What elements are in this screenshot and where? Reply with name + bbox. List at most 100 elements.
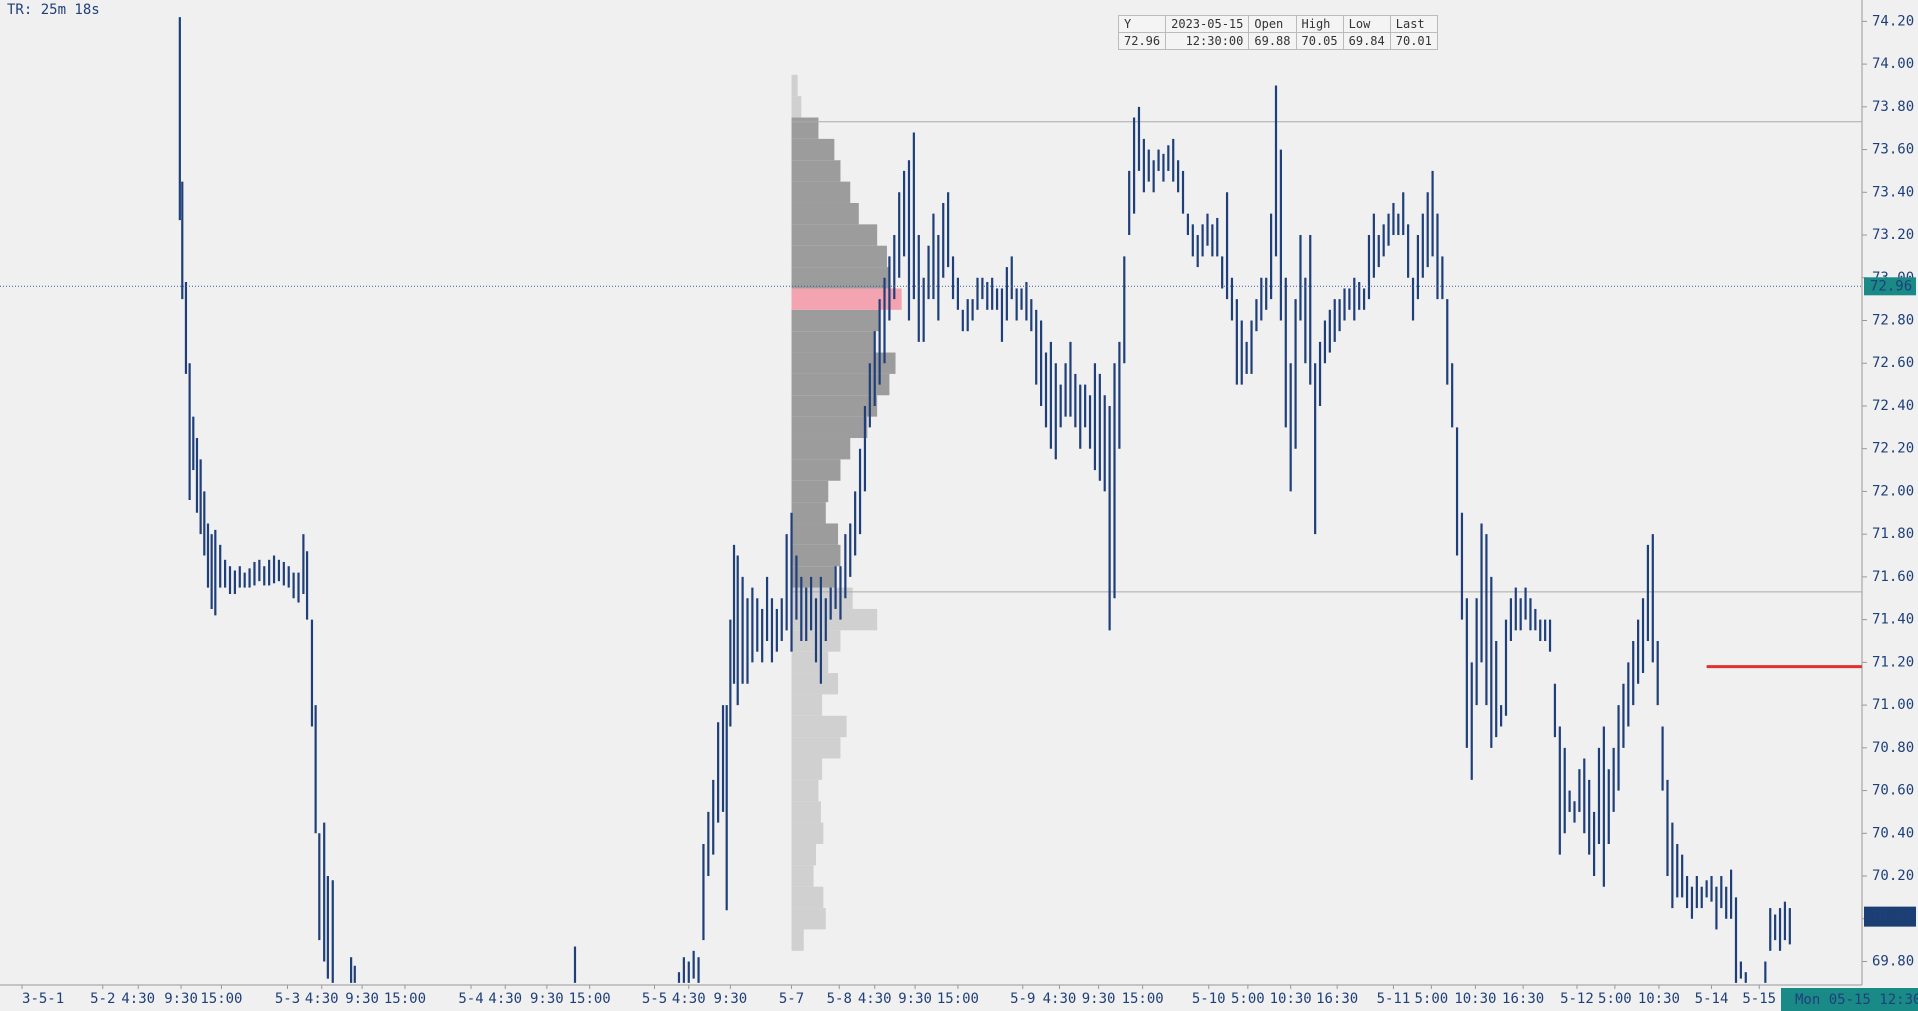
profile-bar (791, 160, 841, 182)
profile-bar (791, 843, 817, 866)
x-tick-label: 5:00 (1415, 991, 1449, 1007)
y-tick-label: 70.40 (1872, 825, 1914, 841)
profile-bar (791, 737, 841, 759)
profile-bar (791, 438, 851, 460)
info-cell: 12:30:00 (1165, 32, 1250, 50)
x-tick-label: 4:30 (121, 991, 155, 1007)
x-tick-label: 9:30 (345, 991, 379, 1007)
x-tick-label: 15:00 (569, 991, 611, 1007)
profile-bar (791, 694, 823, 716)
time-label: Mon 05-15 12:30 (1795, 992, 1918, 1008)
y-tick-label: 72.00 (1872, 483, 1914, 499)
x-tick-label: 16:30 (1316, 991, 1358, 1007)
x-tick-label: 5:00 (1231, 991, 1265, 1007)
x-tick-label: 9:30 (898, 991, 932, 1007)
y-tick-label: 73.60 (1872, 142, 1914, 158)
profile-bar (791, 96, 802, 118)
y-tick-label: 74.20 (1872, 13, 1914, 29)
profile-bar (791, 267, 890, 289)
y-tick-label: 74.00 (1872, 56, 1914, 72)
info-cell: 69.88 (1248, 32, 1297, 50)
profile-bar (791, 74, 798, 97)
x-tick-label: 4:30 (305, 991, 339, 1007)
y-tick-label: 72.60 (1872, 355, 1914, 371)
x-tick-label: 4:30 (1043, 991, 1077, 1007)
profile-bar (791, 822, 824, 844)
info-cell: 2023-05-15 (1165, 15, 1250, 33)
x-tick-label: 10:30 (1454, 991, 1496, 1007)
info-cell: High (1295, 15, 1344, 33)
crosshair-label: 72.96 (1870, 278, 1912, 294)
x-tick-label: 15:00 (937, 991, 979, 1007)
profile-bar (791, 908, 826, 930)
x-tick-label: 5-14 (1695, 991, 1729, 1007)
profile-bar (791, 395, 878, 417)
profile-bar (791, 502, 826, 524)
x-tick-label: 10:30 (1638, 991, 1680, 1007)
crosshair-label-box (1864, 277, 1916, 296)
profile-bar (791, 544, 841, 567)
profile-bar (791, 523, 839, 545)
y-tick-label: 71.00 (1872, 697, 1914, 713)
plot-area (0, 0, 1862, 985)
info-cell: 70.01 (1389, 32, 1438, 50)
profile-bar (791, 331, 875, 353)
info-cell: Y (1117, 15, 1167, 33)
x-tick-label: 15:00 (384, 991, 426, 1007)
poc-bar (791, 288, 902, 310)
info-cell: Low (1342, 15, 1391, 33)
x-tick-label: 5-2 (90, 991, 115, 1007)
profile-bar (791, 373, 890, 396)
y-tick-label: 73.40 (1872, 184, 1914, 200)
status-text: TR: 25m 18s (7, 2, 100, 18)
x-tick-label: 9:30 (714, 991, 748, 1007)
profile-bar (791, 459, 841, 481)
x-tick-label: 5-7 (779, 991, 804, 1007)
x-tick-label: 5-4 (458, 991, 483, 1007)
x-tick-label: 9:30 (164, 991, 198, 1007)
info-cell: 72.96 (1117, 32, 1167, 50)
x-tick-label: 9:30 (530, 991, 564, 1007)
x-tick-label: 9:30 (1082, 991, 1116, 1007)
x-tick-label: 4:30 (488, 991, 522, 1007)
x-tick-label: 5-9 (1010, 991, 1035, 1007)
profile-bar (791, 480, 829, 503)
x-tick-label: 5-3 (275, 991, 300, 1007)
y-tick-label: 69.80 (1872, 953, 1914, 969)
x-tick-label: 5-8 (827, 991, 852, 1007)
profile-bar (791, 651, 829, 674)
x-tick-label: 15:00 (200, 991, 242, 1007)
y-tick-label: 70.80 (1872, 740, 1914, 756)
profile-bar (791, 245, 887, 268)
y-tick-label: 71.60 (1872, 569, 1914, 585)
y-tick-label: 73.80 (1872, 99, 1914, 115)
last-price-box (1864, 906, 1916, 927)
profile-bar (791, 758, 823, 780)
profile-bar (791, 202, 859, 225)
y-tick-label: 71.40 (1872, 612, 1914, 628)
info-cell: Open (1248, 15, 1297, 33)
x-tick-label: 3-5-1 (22, 991, 64, 1007)
x-tick-label: 15:00 (1122, 991, 1164, 1007)
y-tick-label: 72.80 (1872, 312, 1914, 328)
y-tick-label: 72.40 (1872, 398, 1914, 414)
profile-bar (791, 224, 878, 246)
last-price-label: 70.01 (1870, 909, 1912, 925)
profile-bar (791, 865, 814, 887)
x-tick-label: 5:00 (1598, 991, 1632, 1007)
profile-bar (791, 801, 821, 823)
x-tick-label: 5-5 (642, 991, 667, 1007)
y-tick-label: 70.20 (1872, 868, 1914, 884)
profile-bar (791, 715, 847, 738)
profile-bar (791, 779, 819, 802)
x-tick-label: 4:30 (858, 991, 892, 1007)
info-cell: 70.05 (1295, 32, 1344, 50)
time-label-group: Mon 05-15 12:30 (1781, 988, 1918, 1011)
profile-bar (791, 886, 824, 909)
profile-bar (791, 138, 835, 161)
profile-bar (791, 566, 835, 588)
info-row: 72.96 12:30:00 69.88 70.05 69.84 70.01 (1117, 32, 1438, 50)
info-cell: 69.84 (1342, 32, 1391, 50)
